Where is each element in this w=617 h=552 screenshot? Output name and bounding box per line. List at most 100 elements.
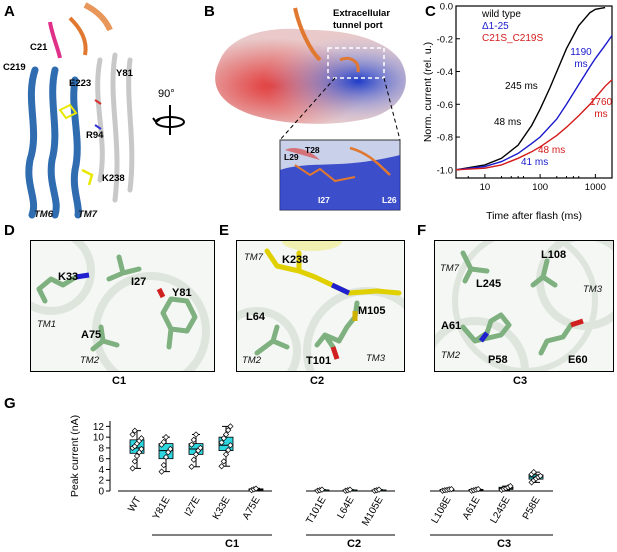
series-line-1 — [455, 35, 613, 171]
y-tick-label: -0.2 — [437, 34, 453, 45]
panel-f-box — [434, 240, 614, 372]
label-tm2-d: TM2 — [80, 355, 99, 366]
data-point — [131, 458, 138, 465]
data-point — [375, 486, 383, 493]
series-line-2 — [455, 79, 613, 171]
caption-c2: C2 — [310, 375, 325, 387]
x-tick-label: M105E — [360, 495, 386, 528]
x-tick-label: I27E — [183, 495, 203, 519]
residue-y81: Y81 — [172, 287, 192, 299]
annot-48ms-mut: 48 ms — [538, 145, 566, 156]
y-tick-label: -0.4 — [437, 67, 453, 78]
y-tick-label: 10 — [93, 433, 105, 444]
residue-p58: P58 — [488, 354, 508, 366]
data-point — [475, 486, 482, 493]
x-tick-label: Y81E — [151, 495, 173, 522]
annot-48ms-wt: 48 ms — [494, 117, 522, 128]
data-point — [138, 435, 145, 442]
data-point — [218, 463, 225, 470]
label-c219: C219 — [3, 62, 26, 73]
label-k238: K238 — [102, 173, 125, 184]
legend-c21s-c219s: C21S_C219S — [482, 33, 544, 44]
residue-l108: L108 — [541, 249, 567, 261]
data-point — [507, 483, 514, 490]
residue-a75: A75 — [81, 329, 102, 341]
annot-245ms: 245 ms — [505, 81, 538, 92]
data-point — [220, 435, 227, 442]
y-tick-label: -1.0 — [437, 165, 453, 176]
legend-delta-1-25: Δ1-25 — [482, 21, 509, 32]
inset-label-t28: T28 — [305, 145, 320, 155]
data-point — [537, 472, 544, 480]
x-tick-label: L64E — [335, 495, 356, 521]
data-point — [225, 446, 232, 454]
data-point — [167, 445, 174, 453]
group-label-c2: C2 — [347, 538, 362, 550]
residue-a61: A61 — [441, 320, 462, 332]
residue-k238: K238 — [282, 254, 309, 266]
data-point — [188, 463, 195, 470]
data-point — [158, 468, 165, 475]
caption-c1: C1 — [112, 375, 127, 387]
label-tm3-f: TM3 — [583, 284, 602, 295]
label-y81: Y81 — [116, 68, 133, 79]
residue-k33: K33 — [58, 271, 79, 283]
x-tick-label: T101E — [304, 495, 328, 526]
group-label-c1: C1 — [225, 538, 240, 550]
data-point — [346, 486, 354, 493]
label-c21: C21 — [30, 42, 48, 53]
data-point — [227, 423, 234, 430]
data-point — [225, 427, 232, 434]
inset-label-l26: L26 — [382, 195, 397, 205]
annot-1760ms: 1760 ms — [589, 97, 613, 120]
data-point — [190, 456, 197, 463]
group-label-c3: C3 — [497, 538, 512, 550]
panel-b-letter: B — [204, 3, 215, 20]
rotation-icon — [152, 105, 185, 135]
panel-c-chart: 0.0 -0.2 -0.4 -0.6 -0.8 -1.0 10 100 1000 Norm. cu… — [422, 2, 613, 222]
y-tick-label: 6 — [98, 454, 104, 465]
annot-41ms: 41 ms — [521, 157, 549, 168]
x-tick-label: L245E — [489, 495, 513, 526]
data-point — [138, 445, 145, 453]
data-point — [448, 486, 455, 493]
y-tick-label: 0.0 — [440, 2, 453, 13]
data-point — [222, 451, 230, 458]
panel-e-letter: E — [219, 222, 230, 239]
y-axis-label: Peak current (nA) — [69, 415, 81, 497]
data-point — [129, 465, 136, 472]
label-tm3-e: TM3 — [366, 353, 385, 364]
x-tick-label: A61E — [461, 495, 483, 522]
y-tick-label: -0.8 — [437, 133, 453, 144]
label-tm7-e: TM7 — [244, 252, 263, 263]
x-tick-label: 1000 — [585, 182, 606, 193]
caption-c3: C3 — [513, 375, 528, 387]
data-point — [227, 442, 234, 449]
data-point — [162, 453, 170, 461]
x-tick-label: A75E — [241, 495, 263, 522]
panel-a-structure — [25, 2, 135, 219]
label-tm7: TM7 — [78, 209, 97, 220]
panel-e-box — [236, 240, 405, 372]
tunnel-port-label: Extracellular tunnel port — [333, 8, 391, 31]
residue-e60: E60 — [568, 354, 588, 366]
panel-g-letter: G — [4, 395, 16, 412]
panel-d-box — [30, 240, 215, 372]
data-point — [188, 441, 195, 448]
data-point — [222, 431, 230, 438]
label-e223: E223 — [69, 78, 92, 89]
panel-a-letter: A — [4, 3, 15, 20]
residue-t101: T101 — [306, 355, 332, 367]
x-tick-label: WT — [126, 495, 143, 514]
x-tick-label: K33E — [211, 495, 233, 522]
data-point — [218, 439, 225, 446]
label-r94: R94 — [86, 130, 104, 141]
legend-wild-type: wild type — [482, 9, 521, 20]
inset-label-i27: I27 — [318, 195, 330, 205]
y-tick-label: 0 — [98, 487, 104, 498]
data-point — [192, 431, 200, 438]
panel-b-surface — [215, 7, 406, 211]
panel-c-letter: C — [425, 3, 436, 20]
x-tick-label: 10 — [480, 182, 491, 193]
